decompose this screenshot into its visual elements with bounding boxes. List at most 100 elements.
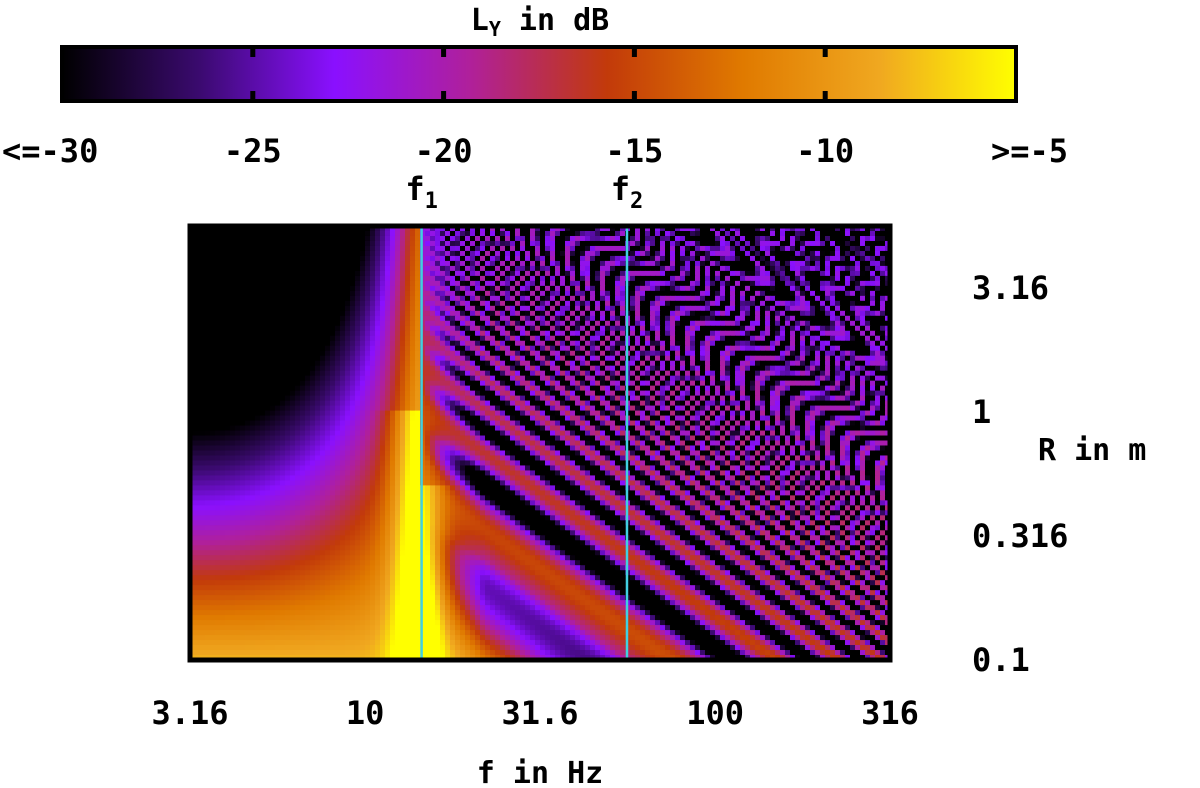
heatmap-cell [500, 380, 506, 387]
heatmap-cell [860, 300, 866, 307]
heatmap-cell [210, 350, 216, 357]
heatmap-cell [875, 320, 881, 327]
heatmap-cell [600, 355, 606, 362]
heatmap-cell [635, 350, 641, 357]
heatmap-cell [295, 370, 301, 377]
heatmap-cell [760, 380, 766, 387]
heatmap-cell [595, 226, 601, 232]
heatmap-cell [370, 340, 376, 347]
heatmap-cell [685, 320, 691, 327]
heatmap-cell [505, 315, 511, 322]
heatmap-cell [805, 330, 811, 337]
heatmap-cell [435, 390, 441, 397]
heatmap-cell [815, 320, 821, 327]
heatmap-cell [215, 315, 221, 322]
heatmap-cell [685, 270, 691, 277]
heatmap-cell [280, 260, 286, 267]
heatmap-cell [595, 340, 601, 347]
heatmap-cell [335, 275, 341, 282]
heatmap-cell [575, 330, 581, 337]
heatmap-cell [875, 315, 881, 322]
heatmap-cell [675, 355, 681, 362]
heatmap-cell [295, 390, 301, 397]
heatmap-cell [260, 385, 266, 392]
heatmap-cell [305, 390, 311, 397]
heatmap-cell [480, 310, 486, 317]
heatmap-cell [675, 370, 681, 377]
heatmap-cell [870, 395, 876, 402]
heatmap-cell [450, 280, 456, 287]
heatmap-cell [870, 230, 876, 237]
heatmap-cell [500, 270, 506, 277]
heatmap-cell [280, 390, 286, 397]
heatmap-cell [350, 310, 356, 317]
heatmap-cell [880, 355, 886, 362]
heatmap-cell [805, 265, 811, 272]
heatmap-cell [470, 235, 476, 242]
heatmap-cell [330, 385, 336, 392]
heatmap-cell [395, 320, 401, 327]
heatmap-cell [375, 240, 381, 247]
heatmap-cell [295, 275, 301, 282]
heatmap-cell [365, 335, 371, 342]
heatmap-cell [310, 295, 316, 302]
heatmap-cell [310, 310, 316, 317]
heatmap-cell [440, 245, 446, 252]
heatmap-cell [655, 310, 661, 317]
heatmap-cell [655, 390, 661, 397]
heatmap-cell [615, 300, 621, 307]
heatmap-cell [395, 285, 401, 292]
heatmap-cell [770, 345, 776, 352]
heatmap-cell [560, 330, 566, 337]
heatmap-cell [665, 290, 671, 297]
heatmap-cell [355, 335, 361, 342]
heatmap-cell [815, 305, 821, 312]
heatmap-cell [280, 350, 286, 357]
heatmap-cell [300, 395, 306, 402]
heatmap-cell [600, 395, 606, 402]
heatmap-cell [600, 350, 606, 357]
heatmap-cell [415, 370, 421, 377]
heatmap-cell [590, 310, 596, 317]
heatmap-cell [225, 345, 231, 352]
heatmap-cell [570, 345, 576, 352]
heatmap-cell [830, 385, 836, 392]
heatmap-cell [865, 270, 871, 277]
heatmap-cell [705, 320, 711, 327]
heatmap-cell [280, 330, 286, 337]
heatmap-cell [340, 245, 346, 252]
heatmap-cell [735, 226, 741, 232]
heatmap-cell [690, 245, 696, 252]
heatmap-cell [285, 245, 291, 252]
heatmap-cell [520, 255, 526, 262]
heatmap-cell [490, 295, 496, 302]
heatmap-cell [295, 385, 301, 392]
heatmap-cell [255, 260, 261, 267]
heatmap-cell [245, 375, 251, 382]
heatmap-cell [245, 365, 251, 372]
heatmap-cell [270, 370, 276, 377]
heatmap-cell [605, 355, 611, 362]
heatmap-cell [755, 310, 761, 317]
heatmap-cell [315, 315, 321, 322]
heatmap-cell [620, 300, 626, 307]
heatmap-cell [265, 255, 271, 262]
heatmap-cell [850, 315, 856, 322]
heatmap-cell [675, 265, 681, 272]
heatmap-cell [250, 300, 256, 307]
heatmap-cell [770, 240, 776, 247]
heatmap-cell [255, 295, 261, 302]
heatmap-cell [680, 260, 686, 267]
heatmap-cell [605, 385, 611, 392]
heatmap-cell [335, 400, 341, 407]
heatmap-cell [340, 270, 346, 277]
heatmap-cell [260, 285, 266, 292]
heatmap-cell [700, 310, 706, 317]
heatmap-cell [525, 240, 531, 247]
heatmap-cell [430, 340, 436, 347]
heatmap-cell [735, 230, 741, 237]
heatmap-cell [260, 265, 266, 272]
heatmap-cell [730, 226, 736, 232]
heatmap-cell [740, 295, 746, 302]
heatmap-cell [405, 285, 411, 292]
